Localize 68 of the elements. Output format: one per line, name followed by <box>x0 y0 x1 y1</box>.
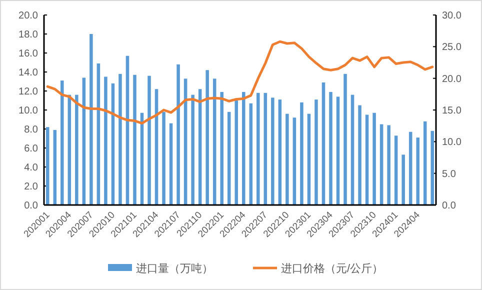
bar <box>264 92 268 205</box>
bar <box>60 80 64 205</box>
bar <box>380 124 384 205</box>
bar <box>206 70 209 205</box>
bar <box>314 100 318 205</box>
bar <box>133 74 136 205</box>
y-tick-label: 6.0 <box>24 144 38 154</box>
bar <box>408 132 412 205</box>
bar <box>148 76 151 205</box>
bar <box>350 94 354 205</box>
bar <box>387 125 390 205</box>
y-tick-label: 16.0 <box>18 48 38 60</box>
y-tick-label: 8.0 <box>24 124 38 136</box>
bar <box>430 130 434 205</box>
y2-tick-label: 15.0 <box>442 106 462 116</box>
legend-label: 进口价格（元/公斤） <box>281 262 384 275</box>
y2-tick-label: 25.0 <box>442 42 462 54</box>
bar <box>169 123 173 205</box>
bar <box>234 100 238 205</box>
bar <box>372 112 376 205</box>
bar <box>402 154 405 205</box>
bar <box>365 114 369 205</box>
y2-tick-label: 5.0 <box>442 168 456 180</box>
bar <box>292 118 296 205</box>
y-tick-label: 12.0 <box>18 86 38 98</box>
bar <box>394 136 398 205</box>
bar <box>82 78 86 205</box>
bar <box>227 112 231 205</box>
bar <box>322 82 326 205</box>
y-tick-label: 14.0 <box>18 68 38 78</box>
bar <box>300 102 304 205</box>
bar <box>242 92 246 205</box>
y2-tick-label: 30.0 <box>442 10 462 22</box>
y2-tick-label: 0.0 <box>442 200 456 212</box>
y-tick-label: 0.0 <box>24 200 38 212</box>
y-tick-label: 20.0 <box>18 10 38 22</box>
y2-tick-label: 20.0 <box>442 74 462 85</box>
bar <box>307 114 311 205</box>
bar <box>162 112 166 205</box>
y-tick-label: 4.0 <box>24 162 38 174</box>
bar <box>96 63 100 205</box>
bar <box>423 121 427 205</box>
bar <box>416 138 420 205</box>
bar <box>90 34 93 205</box>
bar <box>126 56 130 205</box>
y-tick-label: 18.0 <box>18 30 38 40</box>
bar <box>286 114 289 205</box>
bar <box>191 94 194 205</box>
bar <box>329 92 332 205</box>
bar <box>212 78 216 205</box>
bar <box>220 92 224 205</box>
bar <box>176 64 180 205</box>
bar <box>256 92 260 205</box>
bar <box>75 94 78 205</box>
bar <box>53 130 57 205</box>
bar <box>278 100 282 205</box>
bar <box>344 74 347 205</box>
bar <box>46 127 50 205</box>
y-tick-label: 2.0 <box>24 182 38 192</box>
y-tick-label: 10.0 <box>18 106 38 116</box>
legend-label: 进口量（万吨） <box>136 262 213 275</box>
bar <box>271 98 274 205</box>
y2-tick-label: 10.0 <box>442 137 462 148</box>
bar <box>118 74 122 205</box>
bar <box>358 105 362 205</box>
bar <box>104 76 108 205</box>
bar <box>336 96 340 205</box>
bar <box>249 103 253 205</box>
